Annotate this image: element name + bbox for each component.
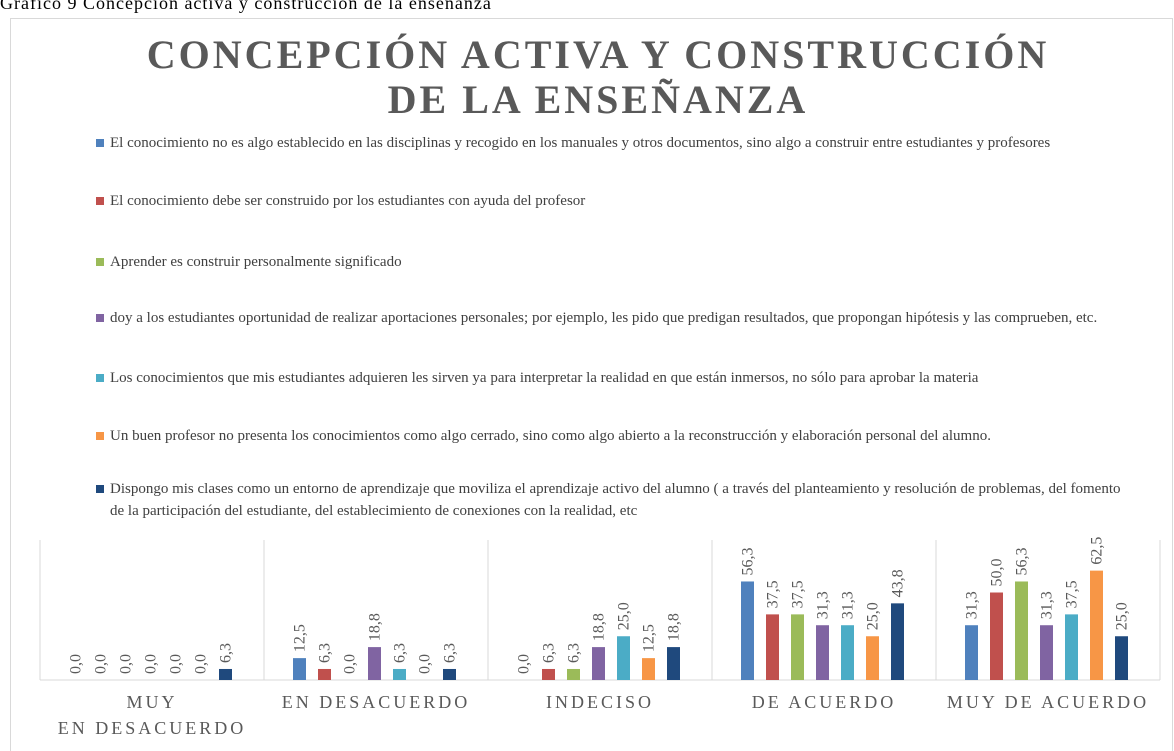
x-tick-label: INDECISO: [546, 692, 654, 712]
legend-entry: Dispongo mis clases como un entorno de a…: [96, 478, 1130, 522]
legend-label: El conocimiento no es algo establecido e…: [110, 135, 1051, 151]
bar: [443, 668, 456, 680]
bar: [841, 625, 854, 680]
bar: [592, 647, 605, 680]
legend-label: Los conocimientos que mis estudiantes ad…: [110, 370, 979, 386]
bar: [1040, 625, 1053, 680]
legend-entry: Los conocimientos que mis estudiantes ad…: [96, 367, 1130, 389]
bar: [1090, 570, 1103, 680]
value-label: 56,3: [740, 547, 757, 575]
bar: [990, 592, 1003, 680]
value-label: 6,3: [392, 643, 409, 663]
bar: [1015, 581, 1028, 680]
chart-border: [10, 18, 1173, 751]
bar: [567, 668, 580, 680]
legend-label: Dispongo mis clases como un entorno de a…: [110, 481, 1121, 519]
value-label: 0,0: [68, 654, 85, 674]
legend-label: Un buen profesor no presenta los conocim…: [110, 428, 991, 444]
value-label: 31,3: [964, 591, 981, 619]
value-label: 25,0: [865, 602, 882, 630]
caption: Gráfico 9 Concepción activa y construcci…: [0, 0, 492, 13]
value-label: 31,3: [815, 591, 832, 619]
value-label: 0,0: [193, 654, 210, 674]
legend-swatch: [96, 258, 104, 266]
value-label: 25,0: [1114, 602, 1131, 630]
value-label: 62,5: [1089, 537, 1106, 565]
x-tick-label: EN DESACUERDO: [282, 692, 471, 712]
value-label: 12,5: [292, 624, 309, 652]
bar: [891, 603, 904, 680]
legend-swatch: [96, 139, 104, 147]
value-label: 0,0: [143, 654, 160, 674]
legend-swatch: [96, 314, 104, 322]
bar: [766, 614, 779, 680]
value-label: 0,0: [93, 654, 110, 674]
legend-label: doy a los estudiantes oportunidad de rea…: [110, 310, 1098, 326]
bar: [1065, 614, 1078, 680]
legend-entry: El conocimiento no es algo establecido e…: [96, 132, 1130, 154]
bar: [741, 581, 754, 680]
bar: [293, 658, 306, 680]
bar: [318, 668, 331, 680]
value-label: 6,3: [218, 643, 235, 663]
value-label: 18,8: [367, 613, 384, 641]
value-label: 37,5: [1064, 580, 1081, 608]
value-label: 56,3: [1014, 547, 1031, 575]
bar: [393, 668, 406, 680]
value-label: 43,8: [890, 569, 907, 597]
legend-label: El conocimiento debe ser construido por …: [110, 193, 586, 209]
bar: [866, 636, 879, 680]
bar: [642, 658, 655, 680]
legend-swatch: [96, 485, 104, 493]
value-label: 18,8: [666, 613, 683, 641]
value-label: 37,5: [790, 580, 807, 608]
value-label: 25,0: [616, 602, 633, 630]
value-label: 6,3: [566, 643, 583, 663]
value-label: 37,5: [765, 580, 782, 608]
legend-entry: Un buen profesor no presenta los conocim…: [96, 425, 1130, 447]
bar: [542, 668, 555, 680]
bar: [617, 636, 630, 680]
legend-entry: doy a los estudiantes oportunidad de rea…: [96, 307, 1130, 329]
value-label: 31,3: [840, 591, 857, 619]
bar: [816, 625, 829, 680]
bar: [965, 625, 978, 680]
legend-label: Aprender es construir personalmente sign…: [110, 254, 402, 270]
bar: [791, 614, 804, 680]
value-label: 0,0: [417, 654, 434, 674]
x-tick-label: MUY EN DESACUERDO: [58, 692, 247, 738]
legend-entry: El conocimiento debe ser construido por …: [96, 190, 1130, 212]
value-label: 0,0: [516, 654, 533, 674]
value-label: 0,0: [168, 654, 185, 674]
bar: [667, 647, 680, 680]
value-label: 12,5: [641, 624, 658, 652]
value-label: 6,3: [442, 643, 459, 663]
x-tick-label: MUY DE ACUERDO: [947, 692, 1149, 712]
value-label: 6,3: [541, 643, 558, 663]
legend-swatch: [96, 197, 104, 205]
value-label: 31,3: [1039, 591, 1056, 619]
legend-entry: Aprender es construir personalmente sign…: [96, 251, 1130, 273]
value-label: 0,0: [118, 654, 135, 674]
value-label: 50,0: [989, 559, 1006, 587]
x-tick-label: DE ACUERDO: [752, 692, 897, 712]
legend-swatch: [96, 374, 104, 382]
value-label: 6,3: [317, 643, 334, 663]
chart-title: CONCEPCIÓN ACTIVA Y CONSTRUCCIÓN DE LA E…: [146, 32, 1050, 122]
value-label: 0,0: [342, 654, 359, 674]
bar: [219, 668, 232, 680]
value-label: 18,8: [591, 613, 608, 641]
legend-swatch: [96, 432, 104, 440]
bar: [1115, 636, 1128, 680]
bar: [368, 647, 381, 680]
